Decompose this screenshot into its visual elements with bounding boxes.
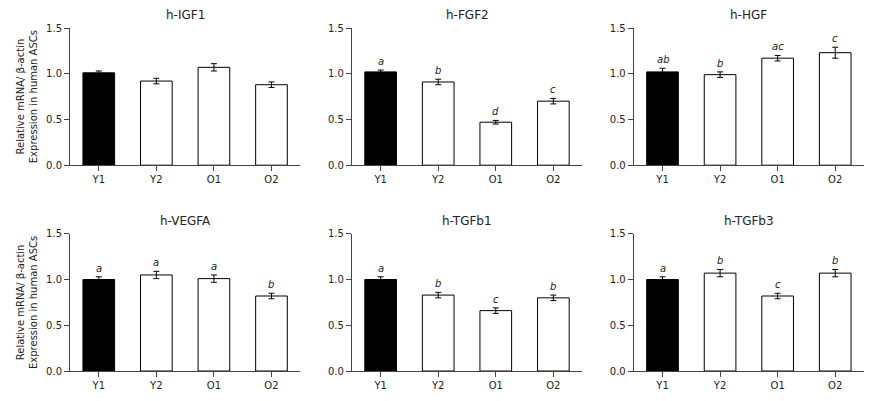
svg-text:1.0: 1.0 [46,68,62,79]
svg-text:h-FGF2: h-FGF2 [446,8,489,22]
svg-text:Y1: Y1 [92,174,105,185]
svg-text:0.5: 0.5 [328,320,344,331]
svg-text:h-VEGFA: h-VEGFA [160,214,211,228]
svg-text:O2: O2 [264,174,278,185]
svg-text:O2: O2 [546,380,560,391]
svg-text:O2: O2 [828,380,842,391]
svg-text:1.0: 1.0 [610,274,626,285]
svg-text:O1: O1 [489,380,503,391]
svg-text:c: c [832,33,838,44]
svg-text:1.5: 1.5 [328,23,344,34]
svg-text:Y2: Y2 [149,380,162,391]
svg-text:0.5: 0.5 [46,320,62,331]
svg-text:b: b [717,58,723,69]
svg-text:1.0: 1.0 [328,274,344,285]
svg-text:1.0: 1.0 [46,274,62,285]
svg-text:Y1: Y1 [373,380,386,391]
svg-text:d: d [492,106,499,117]
svg-text:Relative mRNA/ β-actinExpressi: Relative mRNA/ β-actinExpression in huma… [15,30,39,163]
svg-text:1.5: 1.5 [328,228,344,239]
svg-text:Y1: Y1 [655,380,668,391]
svg-text:a: a [96,263,102,274]
svg-text:O2: O2 [264,380,278,391]
svg-text:c: c [550,84,556,95]
svg-text:b: b [268,279,274,290]
svg-text:O1: O1 [771,174,785,185]
svg-text:Y2: Y2 [713,380,726,391]
svg-text:b: b [435,278,441,289]
svg-text:b: b [550,281,556,292]
svg-text:Y1: Y1 [655,174,668,185]
svg-text:b: b [435,65,441,76]
svg-text:O2: O2 [546,174,560,185]
svg-text:0.5: 0.5 [610,320,626,331]
svg-text:1.5: 1.5 [610,23,626,34]
svg-text:h-HGF: h-HGF [730,8,767,22]
svg-text:1.5: 1.5 [610,228,626,239]
svg-text:b: b [717,255,723,266]
svg-text:O2: O2 [828,174,842,185]
svg-text:O1: O1 [207,380,221,391]
svg-text:0.0: 0.0 [610,366,626,377]
svg-text:O1: O1 [771,380,785,391]
svg-text:0.0: 0.0 [328,160,344,171]
svg-text:Y2: Y2 [713,174,726,185]
svg-text:1.5: 1.5 [46,228,62,239]
svg-text:1.0: 1.0 [610,68,626,79]
svg-text:a: a [153,257,159,268]
svg-text:b: b [832,255,838,266]
svg-text:ab: ab [657,54,669,65]
svg-text:Y2: Y2 [149,174,162,185]
svg-text:h-TGFb3: h-TGFb3 [724,214,774,228]
svg-text:a: a [660,263,666,274]
svg-text:a: a [378,56,384,67]
svg-text:Relative mRNA/ β-actinExpressi: Relative mRNA/ β-actinExpression in huma… [15,236,39,369]
svg-text:a: a [211,261,217,272]
svg-text:0.0: 0.0 [610,160,626,171]
svg-text:O1: O1 [489,174,503,185]
svg-text:c: c [775,279,781,290]
svg-text:0.5: 0.5 [610,114,626,125]
svg-text:h-IGF1: h-IGF1 [166,8,205,22]
svg-text:c: c [493,294,499,305]
svg-text:0.5: 0.5 [328,114,344,125]
svg-text:Y1: Y1 [92,380,105,391]
svg-text:Y1: Y1 [373,174,386,185]
svg-text:a: a [378,263,384,274]
svg-text:0.5: 0.5 [46,114,62,125]
svg-text:Y2: Y2 [431,174,444,185]
svg-text:O1: O1 [207,174,221,185]
svg-text:0.0: 0.0 [46,160,62,171]
svg-text:0.0: 0.0 [46,366,62,377]
svg-text:0.0: 0.0 [328,366,344,377]
svg-text:1.0: 1.0 [328,68,344,79]
svg-text:1.5: 1.5 [46,23,62,34]
svg-text:h-TGFb1: h-TGFb1 [442,214,492,228]
svg-text:Y2: Y2 [431,380,444,391]
svg-text:ac: ac [772,41,784,52]
